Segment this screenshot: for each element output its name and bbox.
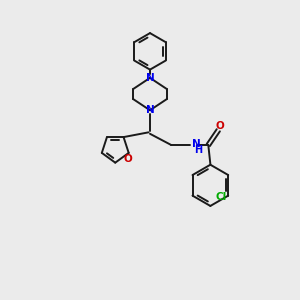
Text: O: O: [124, 154, 133, 164]
Text: H: H: [194, 145, 202, 155]
Text: Cl: Cl: [215, 192, 226, 202]
Text: N: N: [146, 73, 154, 83]
Text: N: N: [192, 139, 201, 149]
Text: N: N: [146, 105, 154, 115]
Text: O: O: [216, 121, 225, 131]
